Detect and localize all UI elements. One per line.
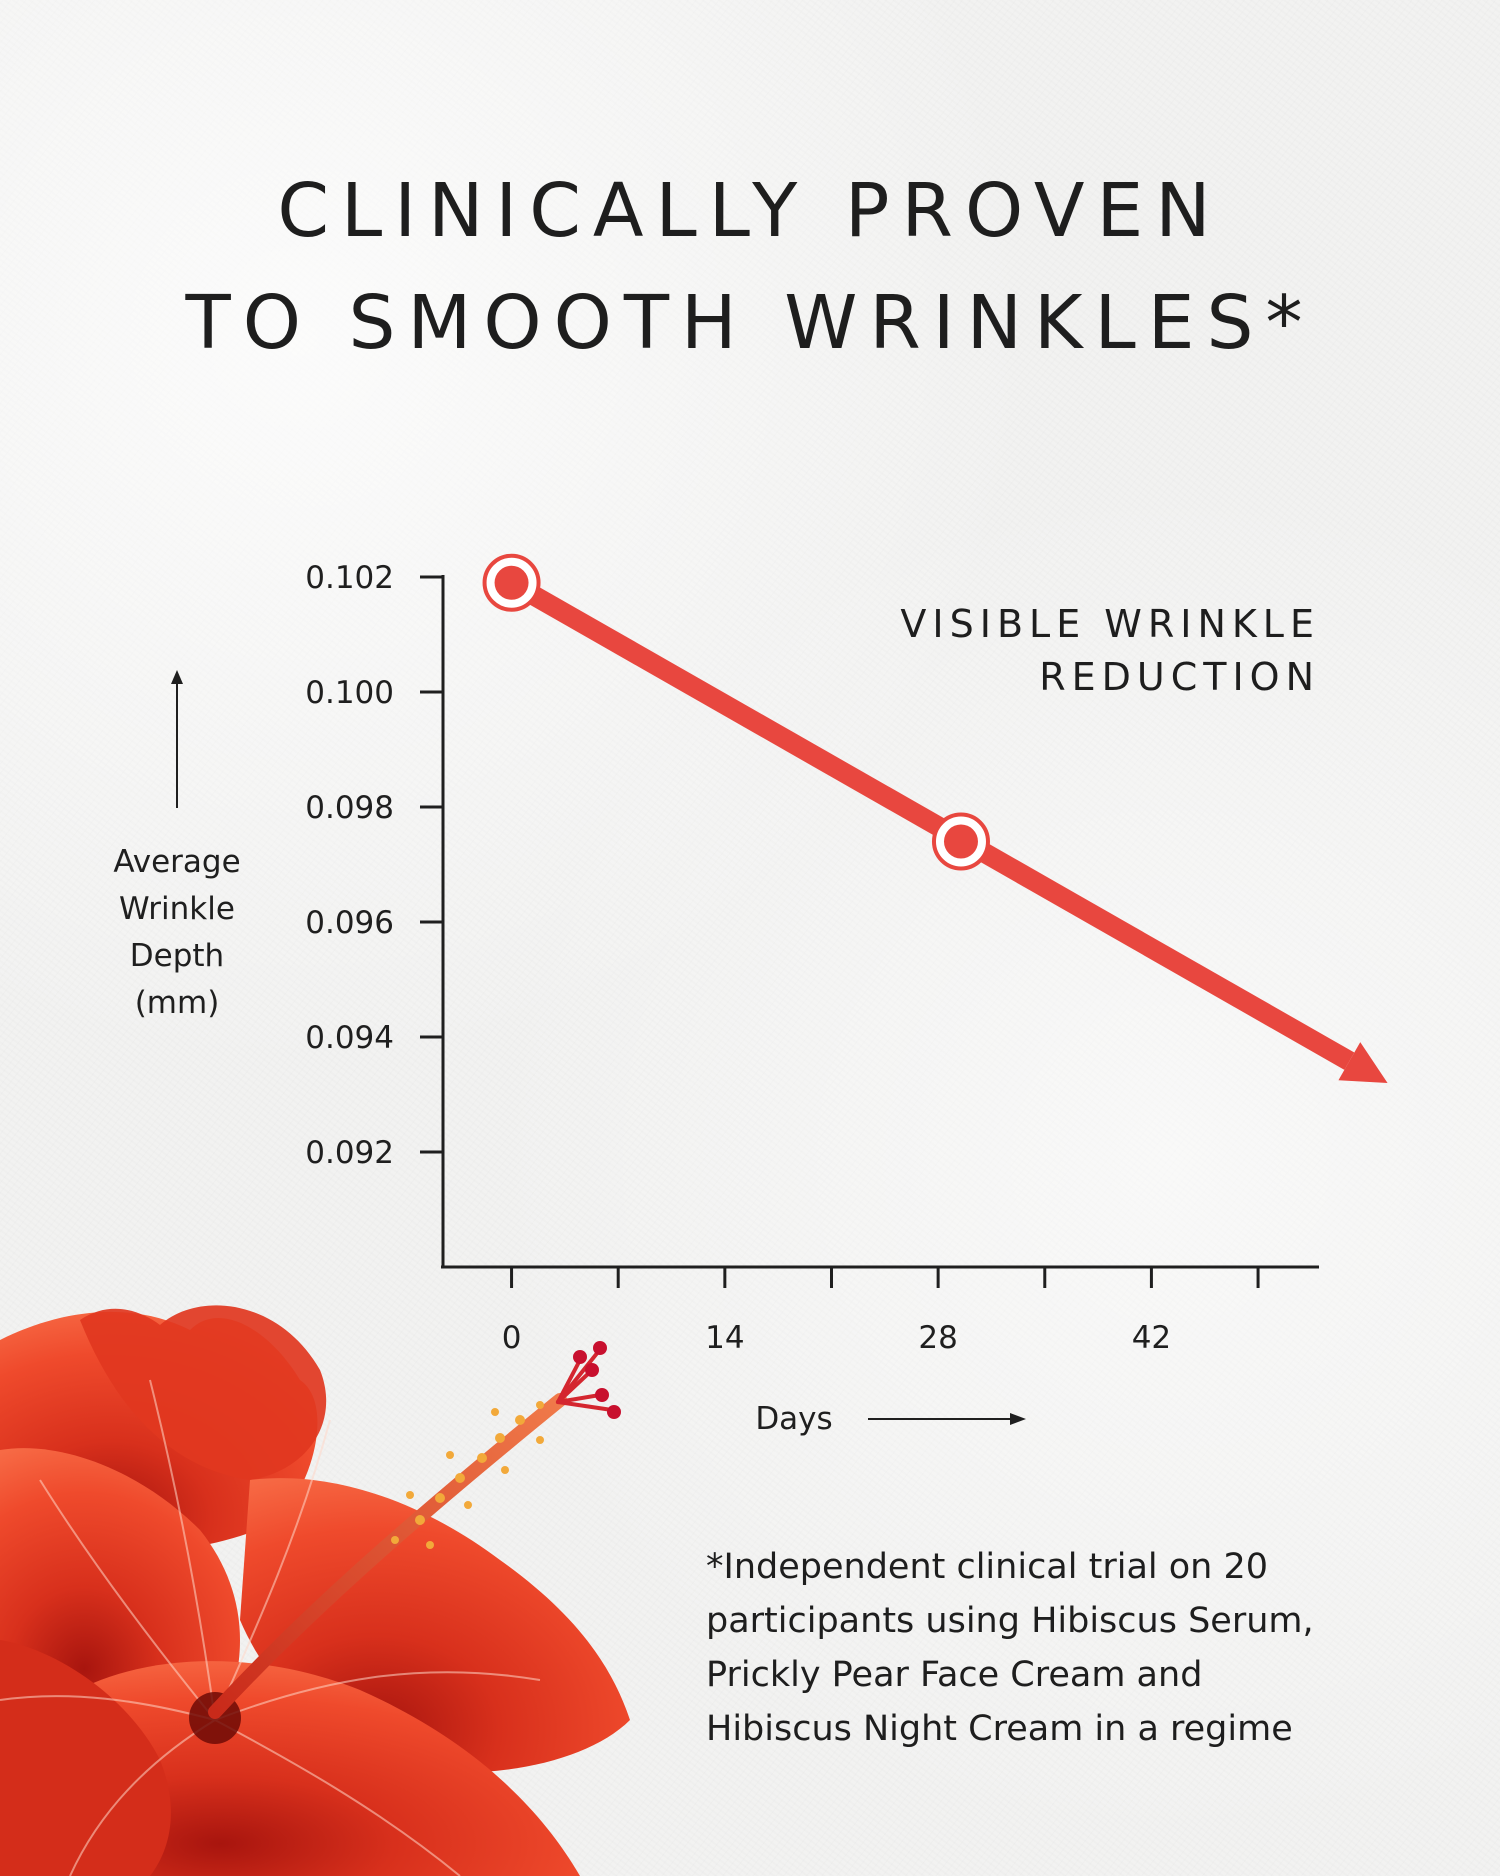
x-tick-label: 42 bbox=[1132, 1320, 1171, 1356]
series-layer bbox=[482, 553, 1388, 1083]
annotation-line-1: VISIBLE WRINKLE bbox=[900, 602, 1320, 646]
y-axis-ticks: 0.102 0.100 0.098 0.096 0.094 0.092 bbox=[305, 560, 443, 1171]
y-tick-label: 0.096 bbox=[305, 905, 394, 941]
x-axis-arrow-head bbox=[1010, 1413, 1026, 1425]
y-axis-title-group: Average Wrinkle Depth (mm) bbox=[113, 670, 241, 1021]
hibiscus-flower-illustration bbox=[0, 1305, 630, 1876]
y-axis-title-line-2: Wrinkle bbox=[119, 891, 235, 927]
y-axis-title-line-3: Depth bbox=[130, 938, 224, 974]
y-tick-label: 0.100 bbox=[305, 675, 394, 711]
y-tick-label: 0.102 bbox=[305, 560, 394, 596]
annotation-line-2: REDUCTION bbox=[1039, 655, 1320, 699]
headline-line-2: TO SMOOTH WRINKLES* bbox=[185, 280, 1315, 366]
data-point bbox=[943, 824, 978, 859]
trend-line bbox=[506, 574, 1355, 1070]
y-axis-title-line-4: (mm) bbox=[135, 985, 220, 1021]
footnote-line-4: Hibiscus Night Cream in a regime bbox=[706, 1709, 1293, 1749]
x-tick-label: 28 bbox=[918, 1320, 957, 1356]
headline-line-1: CLINICALLY PROVEN bbox=[277, 168, 1223, 254]
y-axis-arrow-head bbox=[171, 670, 183, 684]
footnote-line-1: *Independent clinical trial on 20 bbox=[706, 1547, 1268, 1587]
x-axis-ticks: 0 14 28 42 bbox=[502, 1267, 1260, 1356]
x-tick-label: 14 bbox=[705, 1320, 744, 1356]
y-tick-label: 0.094 bbox=[305, 1020, 394, 1056]
y-tick-label: 0.092 bbox=[305, 1135, 394, 1171]
x-tick-label: 0 bbox=[502, 1320, 522, 1356]
data-point bbox=[494, 565, 529, 600]
footnote-line-3: Prickly Pear Face Cream and bbox=[706, 1655, 1203, 1695]
footnote-line-2: participants using Hibiscus Serum, bbox=[706, 1601, 1314, 1641]
y-axis-title-line-1: Average bbox=[113, 844, 240, 880]
trend-arrow-head bbox=[1338, 1042, 1388, 1083]
x-axis-title-group: Days bbox=[755, 1401, 1026, 1437]
x-axis-title: Days bbox=[755, 1401, 832, 1437]
footnote: *Independent clinical trial on 20 partic… bbox=[706, 1540, 1406, 1756]
y-tick-label: 0.098 bbox=[305, 790, 394, 826]
